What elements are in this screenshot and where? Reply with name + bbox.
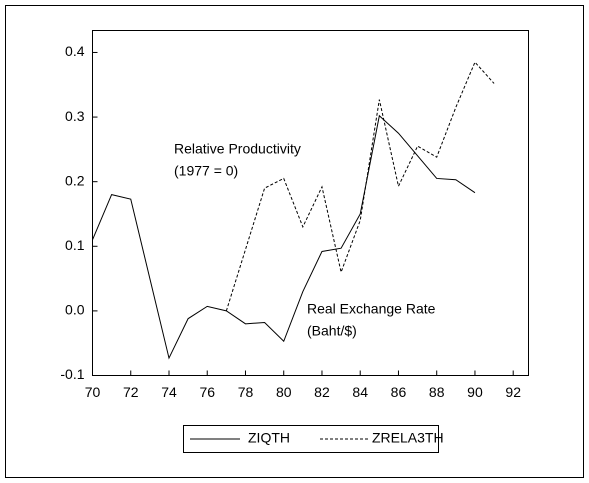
y-tick-label: -0.1: [60, 366, 84, 382]
x-tick-label: 72: [123, 384, 139, 400]
x-tick-label: 92: [505, 384, 521, 400]
x-tick-label: 90: [467, 384, 483, 400]
y-tick-label: 0.4: [65, 43, 85, 59]
x-tick-label: 86: [391, 384, 407, 400]
legend-label: ZRELA3TH: [372, 430, 444, 446]
x-tick-label: 78: [238, 384, 254, 400]
annotation: (1977 = 0): [174, 163, 238, 179]
y-tick-label: 0.0: [65, 302, 85, 318]
plot-area: [92, 30, 529, 376]
series-line: [225, 61, 495, 312]
series-line: [92, 114, 476, 360]
x-tick-label: 76: [199, 384, 215, 400]
x-tick-label: 70: [85, 384, 101, 400]
x-tick-label: 88: [429, 384, 445, 400]
x-tick-label: 74: [161, 384, 177, 400]
legend-label: ZIQTH: [248, 430, 290, 446]
y-tick-label: 0.3: [65, 108, 85, 124]
x-tick-label: 84: [352, 384, 368, 400]
legend-box: [183, 425, 439, 453]
legend: [183, 425, 439, 453]
x-tick-label: 82: [314, 384, 330, 400]
x-tick-label: 80: [276, 384, 292, 400]
annotation: (Baht/$): [307, 323, 357, 339]
annotation: Relative Productivity: [174, 141, 301, 157]
y-tick-label: 0.1: [65, 237, 85, 253]
y-tick-label: 0.2: [65, 172, 85, 188]
annotation: Real Exchange Rate: [307, 301, 436, 317]
frame: [5, 5, 584, 478]
